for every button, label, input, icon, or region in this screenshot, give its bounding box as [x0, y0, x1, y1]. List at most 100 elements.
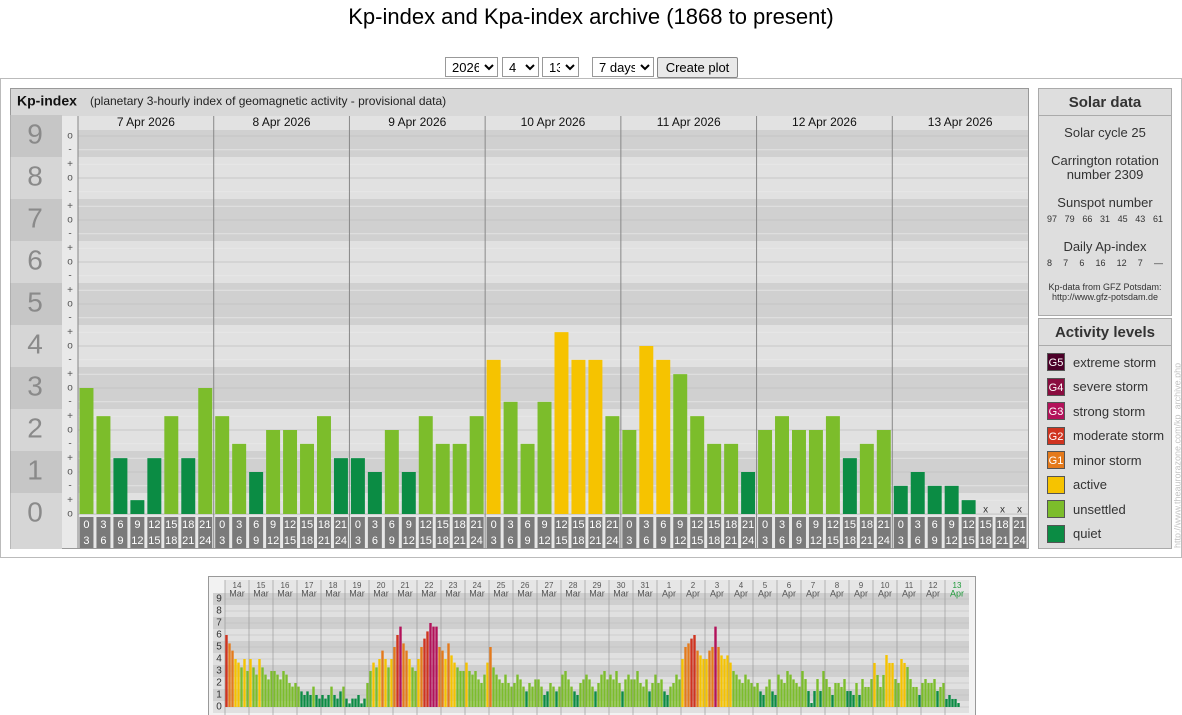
panel-title: Activity levels — [1039, 319, 1171, 346]
day-month: Mar — [517, 588, 533, 598]
bar — [930, 683, 933, 707]
slot-start: 12 — [555, 519, 567, 531]
slot-start: 6 — [932, 519, 938, 531]
bar — [300, 691, 303, 707]
bar — [747, 679, 750, 707]
bar — [327, 695, 330, 707]
bar — [96, 416, 111, 514]
bar — [294, 683, 297, 707]
level-label: severe storm — [1073, 379, 1149, 395]
bar — [396, 635, 399, 707]
month-select[interactable]: 4 — [502, 57, 539, 77]
bar — [939, 686, 942, 707]
slot-box — [232, 517, 247, 548]
slot-end: 3 — [762, 535, 768, 547]
bar — [600, 674, 603, 707]
bar — [567, 679, 570, 707]
day-number: 8 — [835, 581, 840, 590]
slot-end: 12 — [810, 535, 822, 547]
slot-end: 21 — [318, 535, 330, 547]
slot-start: 15 — [437, 519, 449, 531]
slot-box — [249, 517, 264, 548]
day-month: Apr — [830, 588, 844, 598]
bar — [130, 500, 145, 514]
bar — [603, 671, 606, 707]
span-select[interactable]: 7 days — [592, 57, 654, 77]
day-number: 11 — [905, 581, 914, 590]
bar — [579, 683, 582, 707]
bar — [381, 650, 384, 707]
bar — [534, 679, 537, 707]
level-badge — [1047, 475, 1065, 494]
slot-end: 18 — [437, 535, 449, 547]
bar — [336, 698, 339, 707]
day-number: 28 — [569, 581, 578, 590]
level-label: extreme storm — [1073, 354, 1157, 370]
y-minor-label: + — [67, 369, 73, 380]
day-month: Mar — [589, 588, 605, 598]
slot-start: 21 — [1013, 519, 1025, 531]
bar — [707, 443, 722, 514]
slot-end: 18 — [301, 535, 313, 547]
bar — [798, 686, 801, 707]
y-tick-label: 0 — [27, 496, 43, 527]
y-minor-label: + — [67, 243, 73, 254]
bar — [873, 662, 876, 707]
bar — [480, 683, 483, 707]
bar — [741, 683, 744, 707]
bar — [360, 703, 363, 707]
y-tick-label: 8 — [216, 606, 222, 617]
bar — [894, 679, 897, 707]
y-band — [10, 283, 62, 325]
bar — [198, 388, 213, 514]
slot-box — [775, 517, 789, 548]
bar — [549, 683, 552, 707]
day-number: 20 — [377, 581, 386, 590]
bar — [420, 647, 423, 707]
bar — [234, 659, 237, 707]
slot-start: 21 — [335, 519, 347, 531]
level-item: quiet — [1039, 522, 1171, 547]
y-band — [10, 157, 62, 199]
slot-box — [673, 517, 688, 548]
bar — [758, 430, 773, 514]
bar — [927, 485, 942, 514]
bar — [288, 683, 291, 707]
bar — [342, 686, 345, 707]
y-tick-label: 8 — [27, 160, 43, 191]
bar — [564, 671, 567, 707]
level-item: G1 minor storm — [1039, 448, 1171, 473]
day-month: Mar — [445, 588, 461, 598]
day-month: Mar — [421, 588, 437, 598]
ap-title: Daily Ap-index — [1063, 239, 1147, 254]
year-select[interactable]: 2026 — [445, 57, 498, 77]
slot-box — [859, 517, 874, 548]
bar — [399, 626, 402, 707]
bar — [654, 674, 657, 707]
bar — [924, 679, 927, 707]
level-badge: G3 — [1047, 402, 1065, 421]
bar — [642, 686, 645, 707]
slot-box — [690, 517, 705, 548]
slot-end: 21 — [182, 535, 194, 547]
slot-box — [317, 517, 331, 548]
slot-start: 12 — [691, 519, 703, 531]
bar — [348, 703, 351, 707]
y-minor-label: - — [68, 187, 71, 198]
bar — [414, 671, 417, 707]
bar — [554, 332, 569, 514]
slot-end: 6 — [372, 535, 378, 547]
bar — [495, 674, 498, 707]
bar — [720, 655, 723, 707]
day-month: Mar — [277, 588, 293, 598]
slot-start: 18 — [725, 519, 737, 531]
y-tick-label: 1 — [27, 454, 43, 485]
bar — [279, 679, 282, 707]
slot-box — [418, 517, 433, 548]
day-select[interactable]: 13 — [542, 57, 579, 77]
sunspot-value: 43 — [1135, 214, 1146, 224]
create-plot-button[interactable]: Create plot — [657, 57, 738, 78]
day-number: 5 — [763, 581, 768, 590]
day-number: 19 — [353, 581, 362, 590]
